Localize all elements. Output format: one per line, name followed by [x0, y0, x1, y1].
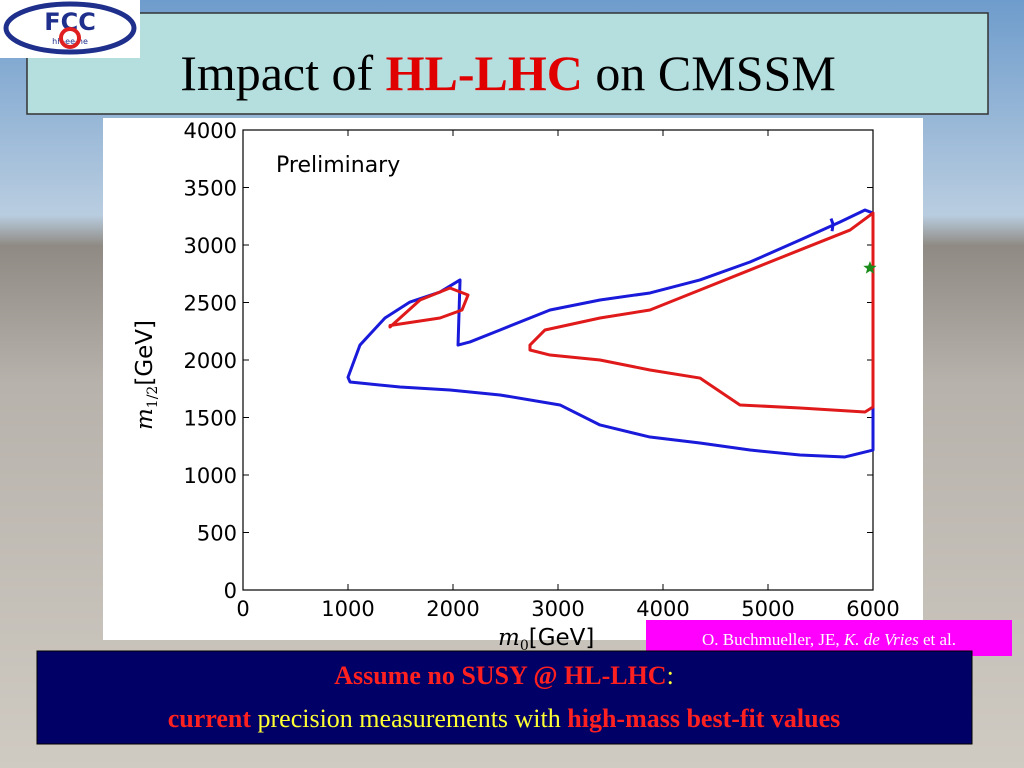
logo-name: FCC	[44, 8, 96, 36]
y-label-unit: [GeV]	[132, 320, 158, 386]
x-tick-label: 3000	[531, 597, 584, 621]
title: Impact of HL-LHC on CMSSM	[180, 45, 836, 101]
y-tick-label: 1000	[184, 464, 237, 488]
y-tick-label: 4000	[184, 119, 237, 143]
plot: 0 1000 2000 3000 4000 5000 6000 0 500 1000 1500 200…	[184, 119, 900, 621]
footer-box	[36, 650, 973, 745]
x-axis-label: m0[GeV]	[498, 625, 594, 654]
title-box	[26, 12, 989, 115]
x-label-symbol: m	[498, 625, 520, 651]
contour	[829, 218, 835, 232]
x-tick-label: 0	[236, 597, 249, 621]
y-tick-label: 3000	[184, 234, 237, 258]
credit-part: O. Buchmueller, JE,	[702, 630, 844, 649]
footer-line: current precision measurements with high…	[168, 704, 841, 733]
credit-box	[646, 620, 1012, 656]
x-label-sub: 0	[520, 638, 529, 654]
logo-ring	[3, 1, 137, 55]
credit: O. Buchmueller, JE, K. de Vries et al.	[702, 630, 956, 649]
y-label-sub: 1/2	[145, 386, 161, 409]
x-tick-label: 1000	[321, 597, 374, 621]
contour	[528, 211, 875, 414]
title-part: HL-LHC	[386, 45, 583, 101]
footer-part: :	[667, 661, 674, 690]
title-part: Impact of	[180, 45, 385, 101]
y-label-symbol: m	[132, 408, 158, 430]
x-tick-label: 6000	[846, 597, 899, 621]
annotation: Preliminary	[276, 153, 400, 178]
x-label-unit: [GeV]	[529, 625, 595, 651]
y-tick-label: 2500	[184, 292, 237, 316]
x-tick-label: 5000	[741, 597, 794, 621]
footer-part: Assume no SUSY @ HL-LHC	[334, 661, 666, 690]
x-tick-label: 2000	[426, 597, 479, 621]
footer-part: precision measurements with	[251, 704, 567, 733]
chart-panel	[103, 118, 923, 640]
logo-dot	[59, 27, 81, 49]
contour	[346, 208, 875, 459]
credit-part: K. de Vries	[843, 630, 919, 649]
logo-sub: hh-ee-he	[52, 37, 88, 46]
footer-part: current	[168, 704, 252, 733]
y-axis-label: m1/2[GeV]	[132, 320, 161, 430]
footer-line: Assume no SUSY @ HL-LHC:	[334, 661, 674, 690]
x-tick-label: 4000	[636, 597, 689, 621]
best-fit-star	[863, 261, 877, 274]
y-tick-label: 500	[197, 522, 237, 546]
y-tick-label: 0	[224, 579, 237, 603]
y-tick-label: 3500	[184, 177, 237, 201]
contour	[388, 286, 470, 329]
footer-part: high-mass best-fit values	[567, 704, 840, 733]
y-tick-label: 2000	[184, 349, 237, 373]
title-part: on CMSSM	[583, 45, 836, 101]
y-tick-label: 1500	[184, 407, 237, 431]
credit-part: et al.	[919, 630, 956, 649]
